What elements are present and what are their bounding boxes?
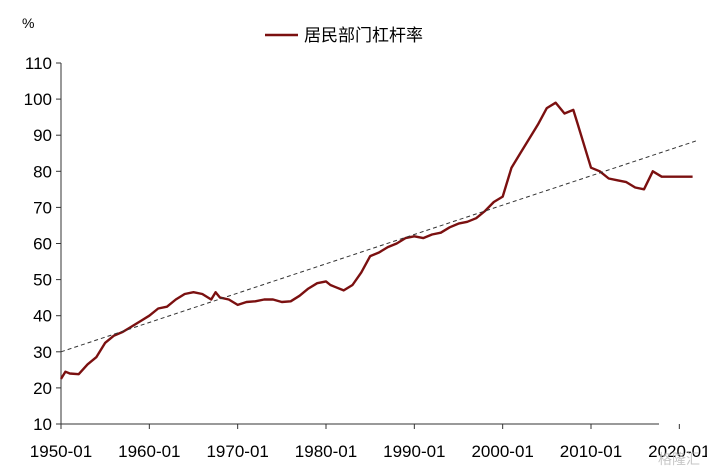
x-tick-label: 2000-01 [471, 442, 533, 461]
y-tick-label: 70 [33, 198, 52, 217]
watermark: 格隆汇 [658, 451, 700, 467]
x-tick-label: 2020-01 [648, 442, 707, 461]
x-tick-label: 2010-01 [560, 442, 622, 461]
legend-label: 居民部门杠杆率 [304, 26, 423, 45]
series-layer [59, 101, 698, 380]
y-tick-label: 110 [25, 54, 52, 73]
y-tick-label: 80 [33, 162, 52, 181]
y-tick-label: 90 [33, 126, 52, 145]
y-axis: 10 20 30 40 50 60 70 80 90 100 110 [24, 54, 62, 434]
x-tick-label: 1970-01 [206, 442, 268, 461]
y-tick-label: 10 [33, 415, 52, 434]
y-axis-unit-label: % [22, 15, 34, 31]
y-tick-label: 50 [33, 271, 52, 290]
legend: 居民部门杠杆率 [265, 26, 423, 45]
trend-line [60, 140, 698, 353]
y-tick-label: 60 [33, 235, 52, 254]
y-tick-label: 100 [24, 90, 52, 109]
y-tick-label: 30 [33, 343, 52, 362]
x-tick-label: 1980-01 [295, 442, 357, 461]
x-tick-label: 1950-01 [30, 442, 92, 461]
y-tick-label: 20 [33, 379, 52, 398]
series-line-household-leverage [59, 101, 693, 380]
x-tick-label: 1990-01 [383, 442, 445, 461]
x-tick-label: 1960-01 [118, 442, 180, 461]
y-tick-label: 40 [33, 307, 52, 326]
x-axis: 1950-01 1960-01 1970-01 1980-01 1990-01 2000-… [30, 423, 707, 461]
